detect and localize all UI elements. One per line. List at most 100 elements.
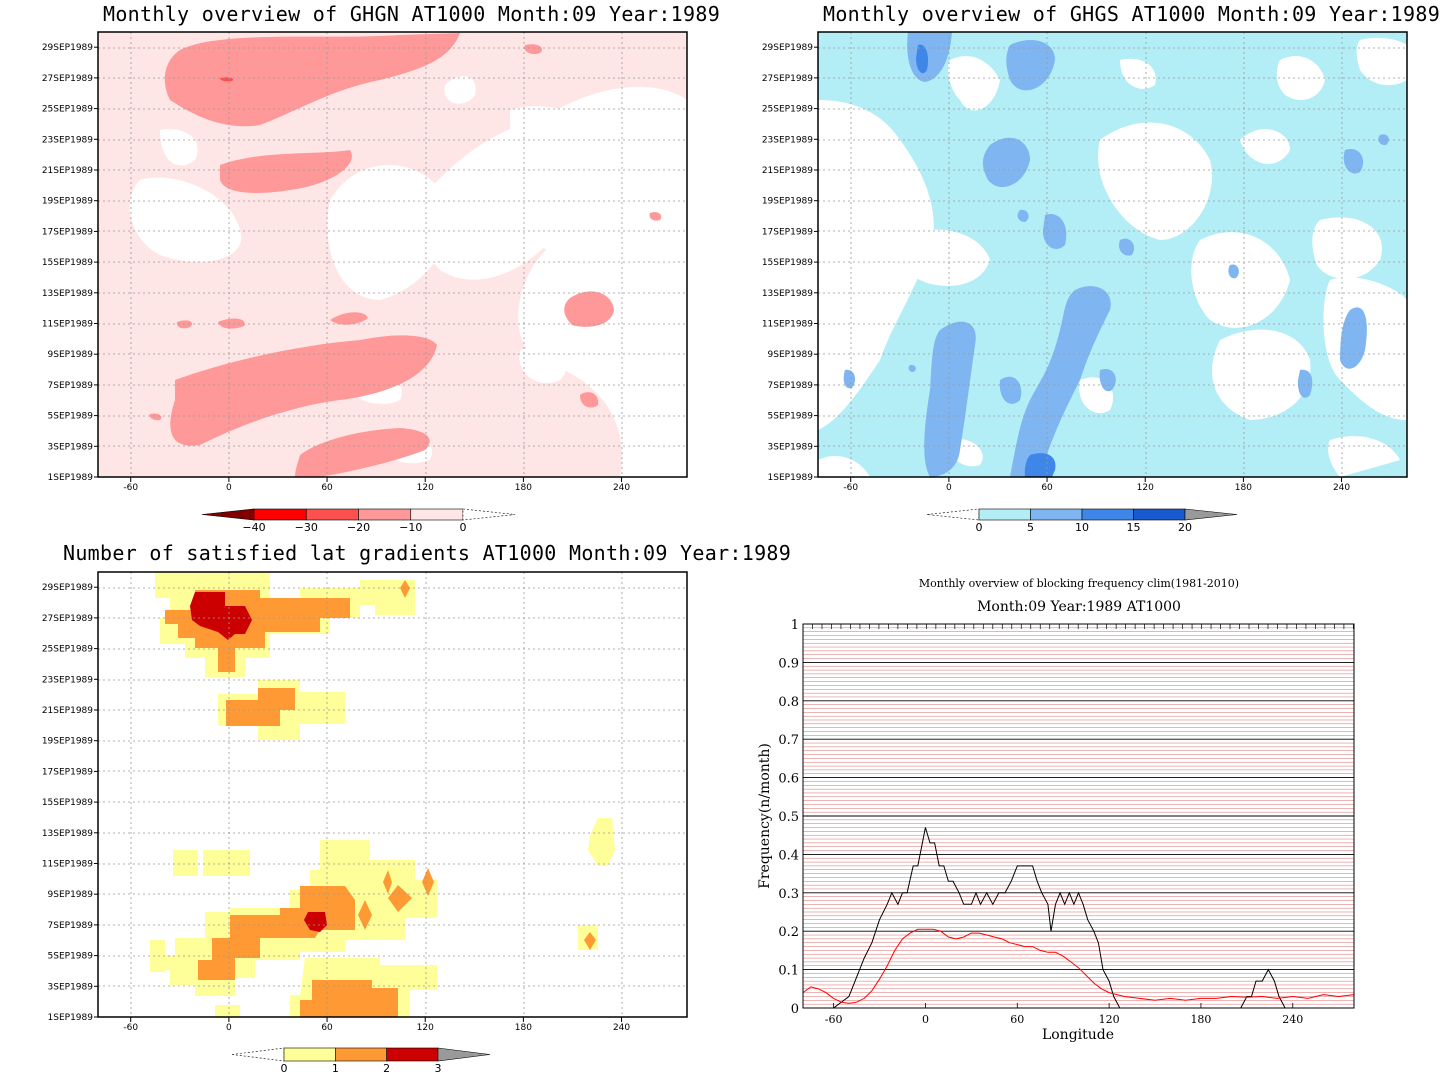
- y-tick-label: 11SEP1989: [42, 860, 93, 870]
- lat-x-axis: -60 0 60 120 180 240: [123, 1017, 630, 1033]
- y-tick-label: 17SEP1989: [42, 227, 93, 237]
- colorbar-under: [201, 508, 255, 521]
- x-tick-label: -60: [123, 1023, 138, 1033]
- freq-title: Monthly overview of blocking frequency c…: [919, 577, 1239, 590]
- colorbar-box: [335, 1047, 387, 1062]
- y-tick-label: 0.8: [778, 695, 799, 710]
- lat-colorbar: 0 1 2 3: [231, 1047, 491, 1075]
- x-tick-label: 0: [226, 483, 232, 493]
- ghgs-heatmap: 1SEP1989 3SEP1989 5SEP1989 7SEP1989 9SEP1989…: [762, 31, 1408, 493]
- freq-chart: Monthly overview of blocking frequency c…: [757, 577, 1355, 1043]
- x-tick-label: 120: [1099, 1013, 1120, 1026]
- y-tick-label: 0.7: [778, 733, 799, 748]
- x-tick-label: 60: [321, 1023, 333, 1033]
- x-tick-label: 240: [1282, 1013, 1303, 1026]
- y-tick-label: 0.3: [778, 887, 799, 902]
- freq-xlabel: Longitude: [1042, 1027, 1114, 1043]
- freq-y-axis: 0 0.1 0.2 0.3 0.4 0.5 0.6 0.7 0.8 0.9 1: [778, 618, 799, 1017]
- lat-field: [98, 572, 687, 1017]
- panel-title: Number of satisfied lat gradients AT1000…: [63, 541, 792, 565]
- colorbar-box: [305, 508, 359, 521]
- colorbar-label: 1: [332, 1062, 339, 1075]
- y-tick-label: 5SEP1989: [48, 412, 94, 422]
- y-tick-label: 15SEP1989: [42, 258, 93, 268]
- plot-frame: [97, 571, 688, 1018]
- y-tick-label: 9SEP1989: [48, 890, 94, 900]
- y-tick-label: 1SEP1989: [48, 1013, 94, 1023]
- y-tick-label: 15SEP1989: [762, 258, 813, 268]
- colorbar-label: 20: [1178, 521, 1192, 534]
- y-tick-label: 21SEP1989: [42, 166, 93, 176]
- y-tick-label: 3SEP1989: [48, 442, 94, 452]
- panel-title: Monthly overview of GHGN AT1000 Month:09…: [103, 2, 721, 26]
- x-tick-label: 180: [1190, 1013, 1211, 1026]
- x-tick-label: -60: [825, 1013, 843, 1026]
- x-tick-label: 0: [946, 483, 952, 493]
- x-tick-label: 120: [417, 483, 434, 493]
- y-tick-label: 3SEP1989: [48, 982, 94, 992]
- y-tick-label: 29SEP1989: [42, 583, 93, 593]
- x-tick-label: 240: [613, 1023, 630, 1033]
- x-tick-label: -60: [123, 483, 138, 493]
- y-tick-label: 11SEP1989: [762, 320, 813, 330]
- x-tick-label: 120: [417, 1023, 434, 1033]
- y-tick-label: 13SEP1989: [762, 289, 813, 299]
- x-tick-label: 180: [515, 483, 532, 493]
- freq-ylabel: Frequency(n/month): [757, 743, 773, 889]
- colorbar-label: −30: [295, 521, 318, 534]
- plot-frame: [97, 31, 688, 478]
- colorbar-label: 0: [460, 521, 467, 534]
- panel-ghgs: Monthly overview of GHGS AT1000 Month:09…: [720, 0, 1440, 540]
- lat-grid: [98, 572, 687, 1017]
- colorbar-box: [386, 1047, 439, 1062]
- x-tick-label: 180: [1235, 483, 1252, 493]
- ghgn-field: [98, 32, 687, 477]
- y-tick-label: 19SEP1989: [42, 197, 93, 207]
- series-line-1: [802, 928, 1355, 1004]
- y-tick-label: 9SEP1989: [768, 350, 814, 360]
- y-tick-label: 5SEP1989: [768, 412, 814, 422]
- colorbar-over: [462, 508, 516, 521]
- y-tick-label: 1: [791, 618, 799, 633]
- ghgs-field: [818, 32, 1407, 477]
- colorbar-box: [1030, 508, 1083, 521]
- y-tick-label: 21SEP1989: [42, 706, 93, 716]
- colorbar-over: [437, 1047, 491, 1062]
- x-tick-label: 60: [321, 483, 333, 493]
- y-tick-label: 0.6: [778, 772, 799, 787]
- panel-title: Monthly overview of GHGS AT1000 Month:09…: [823, 2, 1440, 26]
- x-tick-label: -60: [843, 483, 858, 493]
- colorbar-box: [978, 508, 1031, 521]
- freq-subtitle: Month:09 Year:1989 AT1000: [977, 599, 1181, 615]
- y-tick-label: 0.9: [778, 656, 799, 671]
- y-tick-label: 29SEP1989: [42, 43, 93, 53]
- colorbar-label: −20: [347, 521, 370, 534]
- plot-frame: [817, 31, 1408, 478]
- colorbar-label: 3: [435, 1062, 442, 1075]
- y-tick-label: 1SEP1989: [768, 473, 814, 483]
- y-tick-label: 23SEP1989: [42, 675, 93, 685]
- ghgn-heatmap: 1SEP1989 3SEP1989 5SEP1989 7SEP1989 9SEP1989…: [42, 31, 688, 493]
- x-tick-label: 120: [1137, 483, 1154, 493]
- colorbar-box: [410, 508, 464, 521]
- x-tick-label: 0: [922, 1013, 929, 1026]
- y-tick-label: 25SEP1989: [42, 645, 93, 655]
- x-tick-label: 60: [1010, 1013, 1024, 1026]
- y-tick-label: 23SEP1989: [42, 135, 93, 145]
- ghgn-grid: [98, 32, 687, 477]
- y-tick-label: 9SEP1989: [48, 350, 94, 360]
- colorbar-box: [283, 1047, 336, 1062]
- y-tick-label: 25SEP1989: [762, 105, 813, 115]
- colorbar-under: [926, 508, 980, 521]
- colorbar-label: 10: [1075, 521, 1089, 534]
- x-tick-label: 60: [1041, 483, 1053, 493]
- y-tick-label: 11SEP1989: [42, 320, 93, 330]
- y-tick-label: 15SEP1989: [42, 798, 93, 808]
- colorbar-label: −10: [399, 521, 422, 534]
- ghgs-grid: [818, 32, 1407, 477]
- y-tick-label: 19SEP1989: [42, 737, 93, 747]
- y-tick-label: 13SEP1989: [42, 829, 93, 839]
- colorbar-box: [1133, 508, 1186, 521]
- freq-minor-grid: [803, 627, 1354, 1005]
- colorbar-label: 0: [281, 1062, 288, 1075]
